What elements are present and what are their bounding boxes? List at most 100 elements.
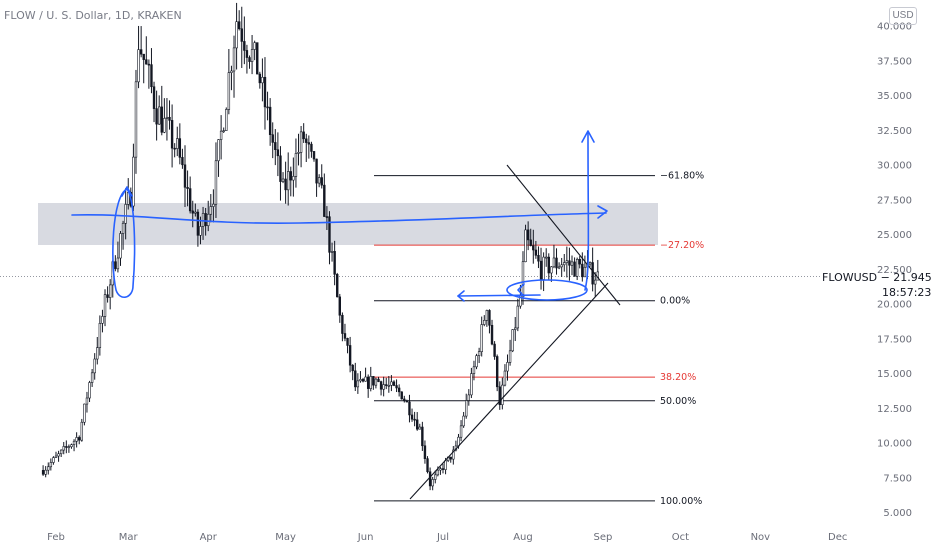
candle-body (336, 274, 339, 298)
resistance-trend-drawing[interactable] (71, 212, 607, 225)
candle-body (369, 376, 372, 389)
candle-body (343, 333, 347, 339)
candle-body (542, 256, 545, 280)
candle-body (49, 462, 53, 468)
candle-body (346, 338, 349, 346)
triangle-pattern[interactable] (409, 164, 621, 500)
candle-body (75, 437, 78, 442)
candle-body (452, 449, 455, 460)
candle-body (434, 474, 437, 480)
candle-body (292, 176, 295, 181)
candle-body (57, 453, 60, 457)
blue-annotations[interactable] (71, 130, 608, 302)
candle-body (354, 370, 357, 388)
candle-body (477, 351, 481, 356)
candle-body (581, 263, 584, 278)
candle-body (348, 345, 352, 366)
fibonacci-retracement[interactable]: −61.80% −27.20% 0.00% 38.20% 50.00% 100.00% (374, 171, 704, 507)
fib-level-label: 100.00% (660, 496, 702, 507)
upward-projection-line[interactable] (584, 132, 590, 291)
candle-body (550, 266, 553, 274)
currency-button[interactable]: USD (889, 7, 917, 25)
candle-body (400, 391, 403, 400)
candle-body (312, 151, 316, 160)
candle-body (207, 213, 210, 227)
candle-body (426, 458, 429, 473)
time-tick-label: Mar (119, 532, 139, 543)
candle-body (225, 109, 228, 131)
time-tick-label: Dec (828, 532, 847, 543)
candle-body (390, 381, 393, 386)
candle-body (124, 204, 127, 224)
candle-body (588, 262, 592, 265)
candle-body (101, 316, 104, 324)
candle-body (41, 469, 45, 475)
candle-body (483, 320, 486, 325)
candle-body (310, 143, 313, 152)
candle-body (506, 362, 509, 372)
candle-body (302, 131, 305, 140)
candle-body (209, 206, 212, 215)
left-oval-arrow (121, 186, 133, 197)
candle-body (328, 216, 331, 253)
time-axis[interactable]: Feb Mar Apr May Jun Jul Aug Sep Oct Nov Dec (47, 532, 847, 543)
candle-body (219, 130, 223, 140)
consolidation-oval-drawing[interactable] (506, 279, 588, 301)
candle-body (88, 382, 91, 399)
candle-body (106, 294, 109, 298)
candle-body (524, 229, 527, 263)
candle-body (555, 257, 558, 269)
candle-body (374, 378, 378, 386)
price-tick-label: 20.000 (877, 300, 912, 311)
oval-arrow-head (517, 283, 525, 297)
triangle-upper-line[interactable] (506, 164, 621, 306)
candle-body (222, 130, 225, 132)
candle-body (485, 310, 489, 321)
resistance-zone[interactable] (38, 203, 658, 245)
candle-body (495, 356, 499, 388)
candle-body (403, 398, 406, 402)
candle-body (80, 421, 84, 441)
candle-body (382, 384, 385, 390)
candle-body (168, 116, 171, 121)
candle-body (165, 116, 169, 119)
candle-body (44, 469, 47, 475)
candle-body (431, 479, 434, 487)
candle-body (539, 260, 543, 280)
candle-body (294, 153, 298, 177)
candle-body (529, 239, 532, 246)
time-tick-label: Nov (751, 532, 771, 543)
price-tick-label: 15.000 (877, 369, 912, 380)
candle-body (534, 249, 538, 256)
candle-body (181, 157, 184, 166)
candle-body (78, 437, 81, 441)
candle-body (90, 372, 94, 383)
candle-body (212, 203, 215, 207)
candle-body (65, 446, 68, 448)
breakout-line-drawing[interactable] (457, 294, 541, 297)
candle-body (261, 76, 264, 84)
candle-body (59, 449, 63, 455)
price-axis[interactable]: 5.000 7.500 10.000 12.500 15.000 17.500 20.000… (877, 22, 912, 520)
candle-body (516, 305, 520, 329)
candle-body (501, 384, 504, 406)
candle-body (274, 142, 277, 150)
candle-body (341, 314, 344, 334)
candle-body (480, 324, 483, 352)
candle-body (583, 266, 587, 278)
candle-body (299, 131, 303, 153)
candle-body (250, 49, 254, 62)
candle-body (268, 106, 272, 135)
candle-body (418, 426, 421, 430)
candle-body (470, 373, 473, 396)
candle-body (475, 355, 478, 368)
price-tick-label: 40.000 (877, 22, 912, 33)
candle-body (532, 245, 535, 251)
left-oval-drawing[interactable] (112, 188, 136, 298)
triangle-lower-line[interactable] (409, 282, 609, 500)
candle-body (142, 53, 145, 60)
candle-body (547, 256, 550, 274)
candle-body (47, 466, 50, 471)
